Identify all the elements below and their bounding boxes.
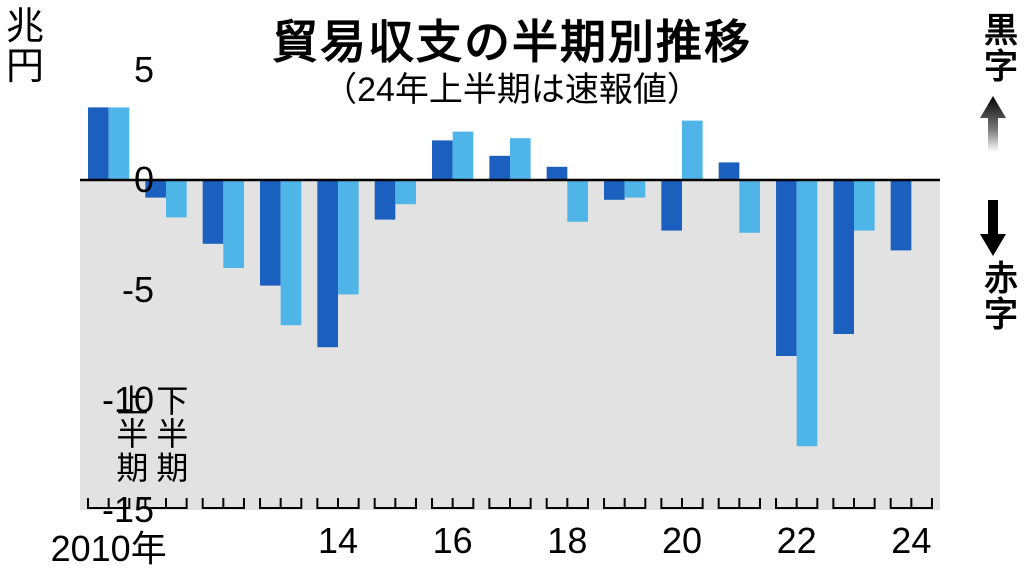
deficit-label: 赤 字 [984,262,1018,333]
bar-2022-h2 [797,180,818,446]
bar-2013-h2 [281,180,302,325]
bar-2019-h1 [604,180,625,200]
x-tick: 18 [547,520,587,562]
x-tick: 20 [662,520,702,562]
legend-label: 下半期 [156,385,188,486]
x-tick: 14 [318,520,358,562]
chart-plot [80,70,940,510]
y-tick: -5 [84,269,154,311]
bar-2023-h2 [854,180,875,231]
bar-2023-h1 [833,180,854,334]
bar-2015-h1 [375,180,396,220]
bar-2016-h1 [432,140,453,180]
bar-2016-h2 [453,132,474,180]
legend-label: 上半期 [116,385,148,486]
bar-2022-h1 [776,180,797,356]
bar-2014-h1 [317,180,338,347]
y-tick: 0 [84,159,154,201]
bar-2020-h2 [682,121,703,180]
bar-2018-h1 [547,167,568,180]
x-tick: 22 [777,520,817,562]
x-tick: 16 [433,520,473,562]
chart-container: 兆 円 貿易収支の半期別推移 （24年上半期は速報値） 黒 字 [0,0,1024,586]
bar-2012-h2 [223,180,244,268]
bar-2020-h1 [661,180,682,231]
bar-2018-h2 [567,180,588,222]
x-tick: 2010年 [51,520,167,572]
bar-2021-h1 [719,162,740,180]
y-tick: 5 [84,49,154,91]
bar-2021-h2 [739,180,760,233]
bar-2014-h2 [338,180,359,294]
surplus-label: 黒 字 [984,14,1018,85]
bar-2011-h2 [166,180,187,217]
bar-2012-h1 [203,180,224,244]
x-tick: 24 [891,520,931,562]
bar-2013-h1 [260,180,281,286]
arrow-down-icon [980,200,1006,256]
bar-2019-h2 [625,180,646,198]
arrow-up-icon [980,96,1006,152]
bar-2017-h2 [510,138,531,180]
bar-2015-h2 [395,180,416,204]
bar-2024-h1 [891,180,912,250]
bar-2017-h1 [489,156,510,180]
